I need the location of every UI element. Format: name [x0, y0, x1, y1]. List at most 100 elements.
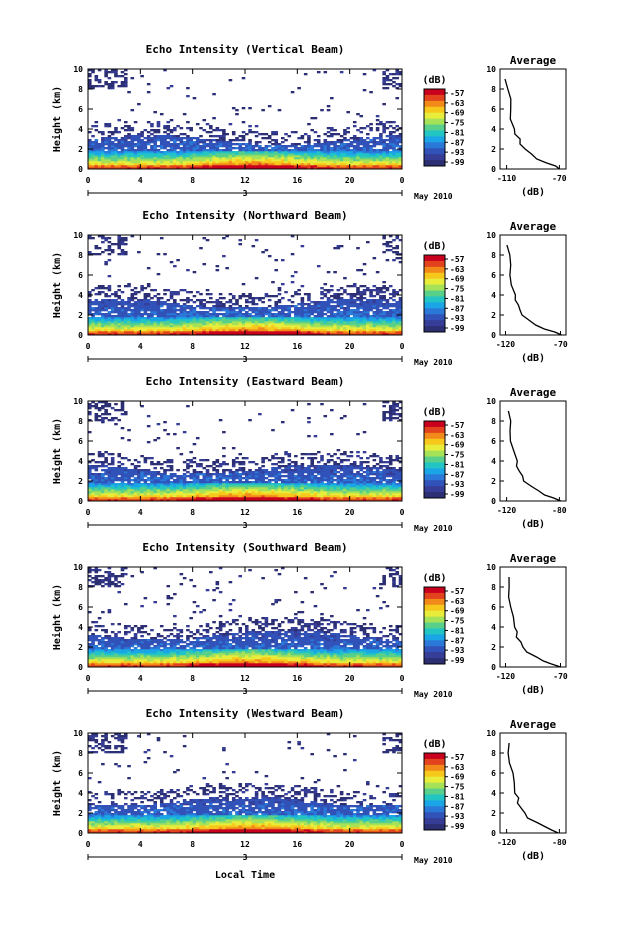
- heatmap-cell: [107, 477, 112, 480]
- heatmap-cell: [294, 327, 298, 330]
- heatmap-cell: [97, 235, 102, 238]
- heatmap-cell: [205, 495, 210, 498]
- heatmap-cell: [294, 333, 298, 336]
- heatmap-cell: [195, 493, 200, 496]
- heatmap-cell: [326, 145, 331, 148]
- heatmap-cell: [110, 481, 115, 484]
- heatmap-cell: [290, 331, 295, 334]
- heatmap-cell: [235, 333, 239, 336]
- heatmap-cell: [258, 495, 262, 498]
- heatmap-cell: [192, 443, 197, 446]
- heatmap-cell: [130, 323, 135, 326]
- heatmap-cell: [166, 317, 171, 320]
- colorbar-swatch: [424, 314, 445, 321]
- heatmap-cell: [313, 159, 318, 162]
- heatmap-cell: [349, 159, 354, 162]
- heatmap-cell: [123, 149, 128, 152]
- heatmap-cell: [336, 133, 341, 136]
- heatmap-cell: [199, 315, 203, 318]
- heatmap-cell: [205, 307, 210, 310]
- heatmap-cell: [91, 85, 95, 88]
- heatmap-cell: [258, 467, 262, 470]
- heatmap-cell: [189, 291, 193, 294]
- heatmap-cell: [192, 309, 197, 312]
- heatmap-cell: [264, 493, 269, 496]
- heatmap-cell: [235, 303, 239, 306]
- heatmap-cell: [94, 487, 99, 490]
- heatmap-cell: [123, 167, 128, 170]
- heatmap-cell: [375, 299, 380, 302]
- heatmap-cell: [366, 301, 370, 304]
- heatmap-cell: [130, 109, 135, 112]
- heatmap-cell: [392, 331, 396, 334]
- heatmap-cell: [133, 333, 138, 336]
- heatmap-cell: [264, 499, 269, 502]
- heatmap-cell: [294, 321, 298, 324]
- heatmap-cell: [307, 305, 311, 308]
- heatmap-cell: [231, 297, 236, 300]
- heatmap-cell: [310, 161, 314, 164]
- heatmap-cell: [186, 491, 190, 494]
- heatmap-cell: [169, 149, 174, 152]
- heatmap-cell: [375, 309, 380, 312]
- heatmap-cell: [173, 137, 177, 140]
- heatmap-cell: [169, 321, 174, 324]
- heatmap-cell: [173, 301, 177, 304]
- heatmap-cell: [225, 309, 229, 312]
- heatmap-cell: [228, 165, 233, 168]
- heatmap-cell: [127, 149, 131, 152]
- heatmap-cell: [346, 127, 350, 130]
- heatmap-cell: [294, 165, 298, 168]
- heatmap-cell: [94, 139, 99, 142]
- heatmap-cell: [222, 481, 226, 484]
- heatmap-cell: [372, 321, 377, 324]
- heatmap-cell: [222, 473, 226, 476]
- heatmap-cell: [228, 325, 233, 328]
- heatmap-cell: [280, 141, 285, 144]
- heatmap-cell: [271, 499, 275, 502]
- heatmap-cell: [300, 323, 305, 326]
- heatmap-cell: [235, 473, 239, 476]
- heatmap-cell: [130, 157, 135, 160]
- heatmap-cell: [212, 327, 216, 330]
- heatmap-cell: [117, 241, 122, 244]
- heatmap-cell: [101, 149, 105, 152]
- heatmap-cell: [254, 149, 259, 152]
- heatmap-cell: [392, 323, 396, 326]
- heatmap-cell: [231, 313, 236, 316]
- heatmap-cell: [202, 161, 207, 164]
- heatmap-cell: [261, 499, 265, 502]
- heatmap-cell: [294, 151, 298, 154]
- date-label: May 2010: [414, 358, 453, 367]
- heatmap-cell: [264, 481, 269, 484]
- heatmap-cell: [199, 305, 203, 308]
- heatmap-cell: [91, 323, 95, 326]
- heatmap-cell: [290, 161, 295, 164]
- heatmap-cell: [330, 305, 334, 308]
- heatmap-cell: [91, 157, 95, 160]
- heatmap-cell: [163, 483, 167, 486]
- heatmap-cell: [137, 317, 141, 320]
- heatmap-cell: [97, 461, 102, 464]
- colorbar-swatch: [424, 302, 445, 309]
- heatmap-cell: [333, 145, 337, 148]
- heatmap-cell: [159, 317, 164, 320]
- heatmap-cell: [310, 163, 314, 166]
- heatmap-cell: [215, 299, 220, 302]
- heatmap-cell: [130, 165, 135, 168]
- heatmap-cell: [280, 307, 285, 310]
- heatmap-cell: [143, 469, 148, 472]
- heatmap-cell: [398, 289, 403, 292]
- heatmap-cell: [228, 491, 233, 494]
- heatmap-cell: [343, 311, 347, 314]
- heatmap-cell: [382, 291, 386, 294]
- heatmap-cell: [159, 479, 164, 482]
- heatmap-cell: [133, 143, 138, 146]
- heatmap-cell: [156, 463, 161, 466]
- heatmap-cell: [120, 437, 125, 440]
- heatmap-cell: [333, 159, 337, 162]
- heatmap-cell: [146, 483, 151, 486]
- heatmap-cell: [110, 333, 115, 336]
- heatmap-cell: [205, 331, 210, 334]
